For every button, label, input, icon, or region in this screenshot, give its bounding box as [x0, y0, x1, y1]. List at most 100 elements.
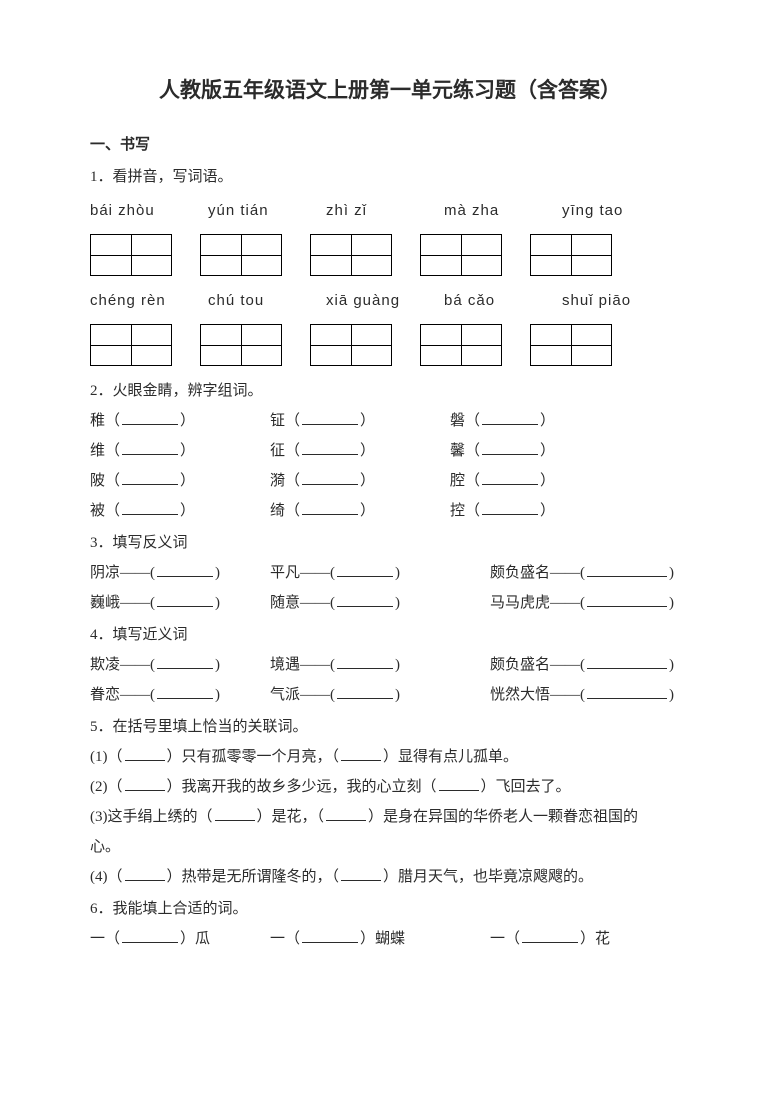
fill-blank[interactable]: [482, 500, 538, 515]
char-grid-box[interactable]: [310, 324, 392, 366]
pinyin: bái zhòu: [90, 196, 180, 226]
pinyin: xiā guàng: [326, 286, 416, 316]
q6-row: 一（）瓜 一（）蝴蝶 一（）花: [90, 924, 690, 954]
q2-label: 2．火眼金睛，辨字组词。: [90, 376, 690, 406]
q2-cell: 维（）: [90, 436, 270, 466]
q3-row: 巍峨——()随意——()马马虎虎——(): [90, 588, 690, 618]
char-grid-box[interactable]: [420, 324, 502, 366]
q4-row: 欺凌——()境遇——()颇负盛名——(): [90, 650, 690, 680]
q3-cell: 马马虎虎——(): [490, 588, 690, 618]
q2-cell: 被（）: [90, 496, 270, 526]
fill-blank[interactable]: [587, 654, 667, 669]
pinyin: chéng rèn: [90, 286, 180, 316]
q2-row: 稚（）钲（）磐（）: [90, 406, 690, 436]
fill-blank[interactable]: [125, 866, 165, 881]
q5-item: (3)这手绢上绣的（）是花，（）是身在异国的华侨老人一颗眷恋祖国的: [90, 802, 690, 832]
q6-label: 6．我能填上合适的词。: [90, 894, 690, 924]
q2-cell: 征（）: [270, 436, 450, 466]
char-grid-box[interactable]: [200, 324, 282, 366]
q3-label: 3．填写反义词: [90, 528, 690, 558]
fill-blank[interactable]: [122, 928, 178, 943]
q1-pinyin-row-2: chéng rèn chú tou xiā guàng bá cǎo shuǐ …: [90, 286, 690, 316]
q4-cell: 气派——(): [270, 680, 490, 710]
fill-blank[interactable]: [125, 776, 165, 791]
pinyin: yīng tao: [562, 196, 652, 226]
q4-cell: 眷恋——(): [90, 680, 270, 710]
fill-blank[interactable]: [587, 592, 667, 607]
fill-blank[interactable]: [302, 500, 358, 515]
q1-label: 1．看拼音，写词语。: [90, 162, 690, 192]
fill-blank[interactable]: [439, 776, 479, 791]
q2-row: 维（）征（）馨（）: [90, 436, 690, 466]
q2-cell: 腔（）: [450, 466, 690, 496]
fill-blank[interactable]: [122, 470, 178, 485]
q4-row: 眷恋——()气派——()恍然大悟——(): [90, 680, 690, 710]
page-title: 人教版五年级语文上册第一单元练习题（含答案）: [90, 70, 690, 112]
pinyin: yún tián: [208, 196, 298, 226]
q3-cell: 阴凉——(): [90, 558, 270, 588]
fill-blank[interactable]: [522, 928, 578, 943]
fill-blank[interactable]: [302, 470, 358, 485]
q6-item: 蝴蝶: [375, 931, 405, 947]
section-1-head: 一、书写: [90, 130, 690, 160]
fill-blank[interactable]: [326, 806, 366, 821]
fill-blank[interactable]: [215, 806, 255, 821]
char-grid-box[interactable]: [310, 234, 392, 276]
q5-item-tail: 心。: [90, 832, 690, 862]
fill-blank[interactable]: [337, 562, 393, 577]
fill-blank[interactable]: [122, 410, 178, 425]
q1-pinyin-row-1: bái zhòu yún tián zhì zǐ mà zha yīng tao: [90, 196, 690, 226]
q2-cell: 陂（）: [90, 466, 270, 496]
char-grid-box[interactable]: [530, 324, 612, 366]
fill-blank[interactable]: [337, 592, 393, 607]
fill-blank[interactable]: [157, 684, 213, 699]
fill-blank[interactable]: [302, 928, 358, 943]
q2-row: 被（）绮（）控（）: [90, 496, 690, 526]
fill-blank[interactable]: [341, 746, 381, 761]
q4-cell: 恍然大悟——(): [490, 680, 690, 710]
char-grid-box[interactable]: [90, 324, 172, 366]
char-grid-box[interactable]: [530, 234, 612, 276]
q3-cell: 巍峨——(): [90, 588, 270, 618]
q2-cell: 漪（）: [270, 466, 450, 496]
q3-cell: 平凡——(): [270, 558, 490, 588]
q2-cell: 钲（）: [270, 406, 450, 436]
fill-blank[interactable]: [337, 684, 393, 699]
fill-blank[interactable]: [157, 562, 213, 577]
q5-item: (4)（）热带是无所谓隆冬的，（）腊月天气，也毕竟凉飕飕的。: [90, 862, 690, 892]
q6-item: 花: [595, 931, 610, 947]
q6-item: 瓜: [195, 931, 210, 947]
char-grid-box[interactable]: [420, 234, 502, 276]
fill-blank[interactable]: [302, 440, 358, 455]
fill-blank[interactable]: [125, 746, 165, 761]
char-grid-box[interactable]: [90, 234, 172, 276]
pinyin: shuǐ piāo: [562, 286, 652, 316]
fill-blank[interactable]: [337, 654, 393, 669]
q3-cell: 随意——(): [270, 588, 490, 618]
pinyin: bá cǎo: [444, 286, 534, 316]
fill-blank[interactable]: [587, 684, 667, 699]
q5-item: (1)（）只有孤零零一个月亮，（）显得有点儿孤单。: [90, 742, 690, 772]
q2-cell: 控（）: [450, 496, 690, 526]
fill-blank[interactable]: [341, 866, 381, 881]
pinyin: zhì zǐ: [326, 196, 416, 226]
q1-box-row-1: [90, 234, 690, 276]
q2-row: 陂（）漪（）腔（）: [90, 466, 690, 496]
q4-cell: 欺凌——(): [90, 650, 270, 680]
fill-blank[interactable]: [482, 410, 538, 425]
fill-blank[interactable]: [302, 410, 358, 425]
q2-cell: 馨（）: [450, 436, 690, 466]
q4-cell: 颇负盛名——(): [490, 650, 690, 680]
q3-row: 阴凉——()平凡——()颇负盛名——(): [90, 558, 690, 588]
fill-blank[interactable]: [482, 440, 538, 455]
char-grid-box[interactable]: [200, 234, 282, 276]
fill-blank[interactable]: [122, 500, 178, 515]
q2-cell: 稚（）: [90, 406, 270, 436]
fill-blank[interactable]: [122, 440, 178, 455]
pinyin: chú tou: [208, 286, 298, 316]
fill-blank[interactable]: [157, 654, 213, 669]
q2-cell: 磐（）: [450, 406, 690, 436]
fill-blank[interactable]: [157, 592, 213, 607]
fill-blank[interactable]: [482, 470, 538, 485]
fill-blank[interactable]: [587, 562, 667, 577]
